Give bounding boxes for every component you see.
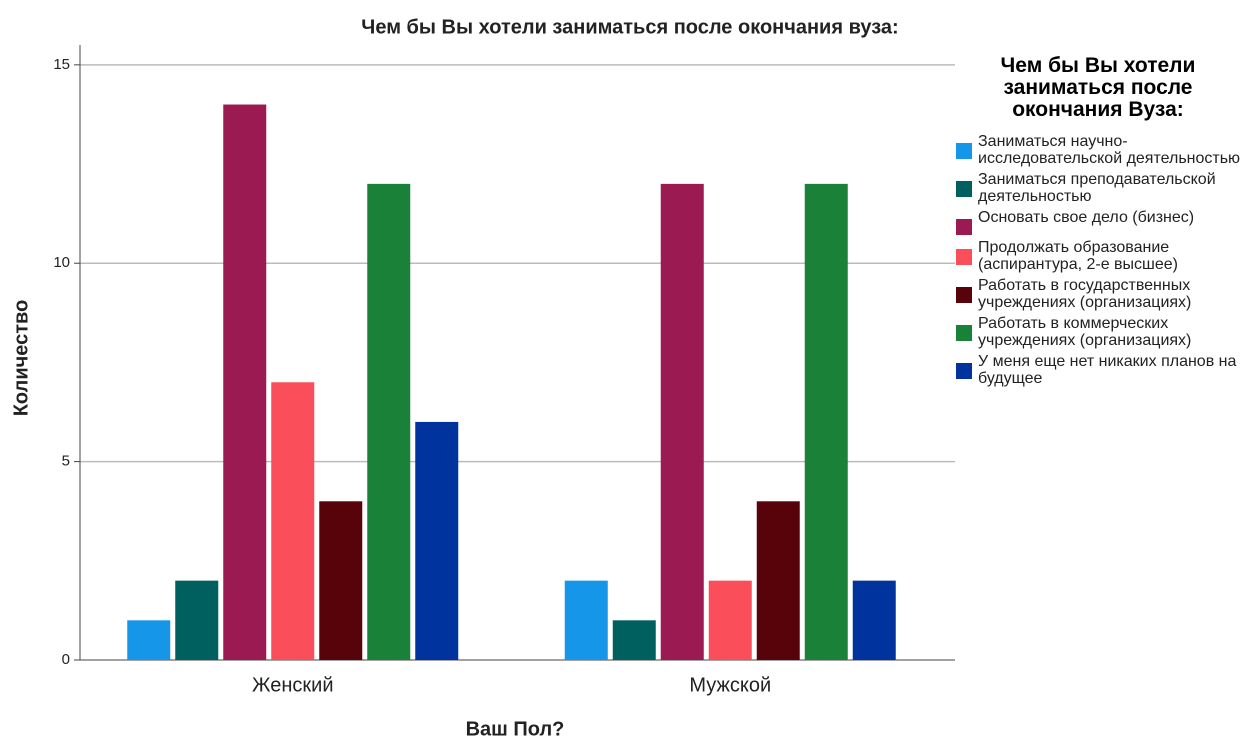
bar [852, 580, 896, 660]
legend-label: Работать в коммерческих учреждениях (орг… [978, 315, 1192, 349]
bar [127, 620, 171, 660]
bar [804, 183, 848, 660]
legend-swatch [956, 363, 972, 379]
bar [175, 580, 219, 660]
y-tick-label: 0 [62, 651, 70, 668]
bar [367, 183, 411, 660]
legend-swatch [956, 143, 972, 159]
legend-label: У меня еще нет никаких планов на будущее [978, 353, 1237, 387]
bar [660, 183, 704, 660]
bar [708, 580, 752, 660]
legend-label: Заниматься научно-исследовательской деят… [978, 133, 1241, 167]
legend-item: Работать в коммерческих учреждениях (орг… [952, 315, 1244, 349]
y-tick-label: 5 [62, 453, 70, 470]
legend-item: Продолжать образование (аспирантура, 2-е… [952, 239, 1244, 273]
legend-swatch [956, 325, 972, 341]
legend-item: Основать свое дело (бизнес) [952, 209, 1244, 235]
chart-title: Чем бы Вы хотели заниматься после оконча… [361, 16, 898, 38]
legend: Чем бы Вы хотели заниматься после оконча… [952, 55, 1244, 391]
y-axis-label: Количество [10, 300, 32, 417]
legend-item: Заниматься преподавательской деятельност… [952, 171, 1244, 205]
x-tick-label: Женский [252, 674, 333, 696]
y-tick-label: 15 [53, 56, 70, 73]
y-tick-label: 10 [53, 254, 70, 271]
x-tick-label: Мужской [689, 674, 771, 696]
legend-label: Основать свое дело (бизнес) [978, 209, 1195, 226]
x-axis-label: Ваш Пол? [466, 718, 565, 740]
legend-label: Продолжать образование (аспирантура, 2-е… [978, 239, 1179, 273]
bar [271, 382, 315, 660]
legend-swatch [956, 249, 972, 265]
legend-title: Чем бы Вы хотели заниматься после оконча… [1000, 54, 1196, 121]
legend-label: Работать в государственных учреждениях (… [978, 277, 1192, 311]
legend-item: Работать в государственных учреждениях (… [952, 277, 1244, 311]
bar [756, 501, 800, 660]
legend-swatch [956, 287, 972, 303]
legend-swatch [956, 219, 972, 235]
bar [319, 501, 363, 660]
legend-item: У меня еще нет никаких планов на будущее [952, 353, 1244, 387]
legend-label: Заниматься преподавательской деятельност… [978, 171, 1216, 205]
bar [612, 620, 656, 660]
legend-item: Заниматься научно-исследовательской деят… [952, 133, 1244, 167]
bar [223, 104, 267, 661]
legend-swatch [956, 181, 972, 197]
bar [415, 421, 459, 660]
bar [564, 580, 608, 660]
